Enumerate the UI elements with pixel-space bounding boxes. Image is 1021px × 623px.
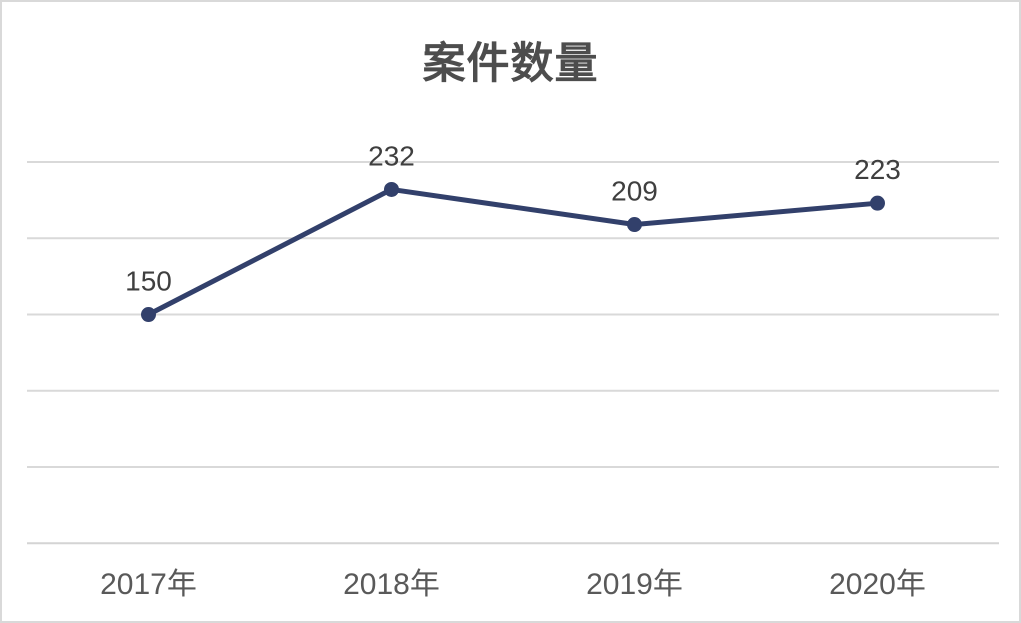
- x-axis-label: 2017年: [100, 568, 197, 601]
- x-axis-label: 2020年: [829, 568, 926, 601]
- x-axis-label: 2018年: [343, 568, 440, 601]
- data-point-label: 150: [125, 266, 172, 297]
- x-axis-label: 2019年: [586, 568, 683, 601]
- data-point-marker: [870, 195, 885, 211]
- data-point-label: 232: [368, 140, 415, 171]
- data-point-label: 223: [854, 154, 901, 185]
- chart-title: 案件数量: [422, 40, 599, 88]
- data-point-marker: [384, 181, 399, 197]
- data-point-marker: [627, 217, 642, 233]
- data-point-marker: [141, 307, 156, 323]
- data-point-label: 209: [611, 176, 658, 207]
- series-line: [146, 186, 880, 318]
